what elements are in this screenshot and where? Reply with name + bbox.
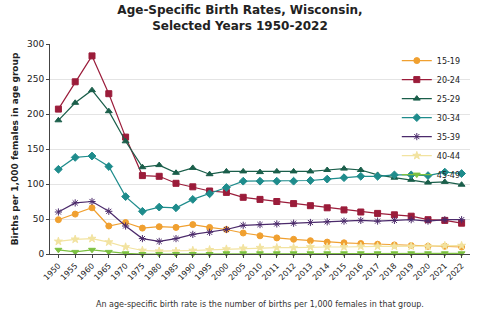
svg-text:1995: 1995 (193, 261, 214, 282)
svg-text:1950: 1950 (42, 261, 63, 282)
svg-text:2014: 2014 (311, 261, 332, 282)
svg-text:1960: 1960 (75, 261, 96, 282)
svg-text:Births per 1,000 females in ag: Births per 1,000 females in age group (10, 52, 20, 245)
svg-text:2018: 2018 (378, 261, 399, 282)
svg-text:300: 300 (27, 39, 44, 49)
svg-text:30-34: 30-34 (437, 114, 460, 123)
svg-text:40-44: 40-44 (437, 152, 460, 161)
svg-text:2016: 2016 (344, 261, 365, 282)
svg-text:An age-specific birth rate is: An age-specific birth rate is the number… (96, 300, 424, 309)
svg-text:150: 150 (27, 144, 44, 154)
svg-text:0: 0 (38, 249, 44, 259)
svg-text:1980: 1980 (143, 261, 164, 282)
svg-text:Age-Specific Birth Rates, Wisc: Age-Specific Birth Rates, Wisconsin,Sele… (117, 3, 362, 33)
svg-text:1970: 1970 (109, 261, 130, 282)
svg-text:2019: 2019 (395, 261, 416, 282)
svg-text:2022: 2022 (445, 261, 466, 282)
svg-text:1965: 1965 (92, 261, 113, 282)
svg-text:1985: 1985 (159, 261, 180, 282)
svg-text:2013: 2013 (294, 261, 315, 282)
svg-text:15-19: 15-19 (437, 57, 460, 66)
svg-text:1975: 1975 (126, 261, 147, 282)
svg-text:2017: 2017 (361, 261, 382, 282)
svg-text:2000: 2000 (210, 261, 231, 282)
svg-text:25-29: 25-29 (437, 95, 460, 104)
svg-text:100: 100 (27, 179, 44, 189)
svg-text:2012: 2012 (277, 261, 298, 282)
svg-text:2020: 2020 (411, 261, 432, 282)
svg-text:1955: 1955 (59, 261, 80, 282)
svg-text:2010: 2010 (243, 261, 264, 282)
svg-text:2011: 2011 (260, 261, 281, 282)
svg-text:2005: 2005 (227, 261, 248, 282)
svg-text:50: 50 (33, 214, 45, 224)
svg-text:200: 200 (27, 109, 44, 119)
svg-text:2015: 2015 (327, 261, 348, 282)
svg-text:1990: 1990 (176, 261, 197, 282)
svg-text:20-24: 20-24 (437, 76, 460, 85)
svg-text:45-49: 45-49 (437, 171, 460, 180)
svg-text:250: 250 (27, 74, 44, 84)
svg-text:2021: 2021 (428, 261, 449, 282)
svg-text:35-39: 35-39 (437, 133, 460, 142)
